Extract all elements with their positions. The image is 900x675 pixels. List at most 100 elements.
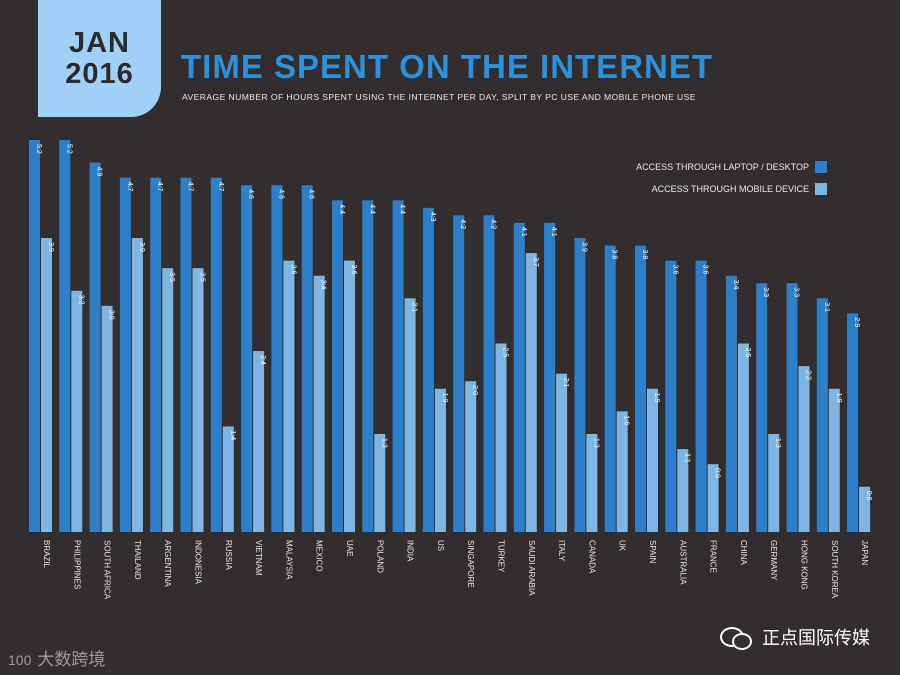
bar-pc-poland <box>362 200 374 533</box>
bar-mobile-canada <box>586 434 598 532</box>
bar-pc-russia <box>210 177 222 532</box>
chart-subtitle: AVERAGE NUMBER OF HOURS SPENT USING THE … <box>182 92 696 102</box>
bar-mobile-france <box>707 464 719 532</box>
label-mobile-indonesia: 3:5 <box>199 272 206 282</box>
bar-mobile-indonesia <box>192 268 204 532</box>
bar-pc-germany <box>756 283 768 532</box>
label-pc-uae: 4:4 <box>338 204 345 214</box>
category-label-uae: UAE <box>345 540 354 556</box>
bar-pc-malaysia <box>271 185 283 532</box>
label-pc-vietnam: 4:6 <box>247 189 254 199</box>
bar-mobile-japan <box>859 486 871 532</box>
label-pc-germany: 3:3 <box>762 287 769 297</box>
legend-label-mobile: ACCESS THROUGH MOBILE DEVICE <box>651 184 809 194</box>
label-pc-hong-kong: 3:3 <box>793 287 800 297</box>
bar-mobile-germany <box>768 434 780 532</box>
bar-pc-indonesia <box>180 177 192 532</box>
label-mobile-malaysia: 3:6 <box>289 265 296 275</box>
bar-pc-philippines <box>59 140 71 532</box>
label-pc-thailand: 4:7 <box>126 182 133 192</box>
category-label-canada: CANADA <box>587 540 596 574</box>
category-label-france: FRANCE <box>709 540 718 573</box>
bar-mobile-india <box>404 298 416 532</box>
category-label-vietnam: VIETNAM <box>254 540 263 576</box>
bar-pc-saudi-arabia <box>513 222 525 532</box>
category-label-australia: AUSTRALIA <box>678 540 687 585</box>
label-mobile-south-africa: 3:0 <box>108 310 115 320</box>
bar-pc-thailand <box>119 177 131 532</box>
label-mobile-poland: 1:3 <box>380 438 387 448</box>
bar-pc-brazil <box>29 140 40 532</box>
label-pc-brazil: 5:2 <box>35 144 42 154</box>
category-label-saudi-arabia: SAUDI ARABIA <box>527 540 536 596</box>
category-label-philippines: PHILIPPINES <box>72 540 81 589</box>
label-pc-japan: 2:9 <box>853 317 860 327</box>
bar-mobile-philippines <box>71 290 83 532</box>
category-label-japan: JAPAN <box>860 540 869 565</box>
label-mobile-spain: 1:9 <box>653 393 660 403</box>
label-pc-argentina: 4:7 <box>156 182 163 192</box>
bar-pc-singapore <box>453 215 465 532</box>
legend-label-pc: ACCESS THROUGH LAPTOP / DESKTOP <box>636 162 809 172</box>
category-label-indonesia: INDONESIA <box>194 540 203 585</box>
bar-mobile-argentina <box>162 268 174 532</box>
label-pc-us: 4:3 <box>429 212 436 222</box>
category-label-brazil: BRAZIL <box>42 540 51 569</box>
label-mobile-uk: 1:6 <box>623 415 630 425</box>
label-mobile-vietnam: 2:4 <box>259 355 266 365</box>
bar-pc-china <box>725 275 737 532</box>
watermark-text-left: 大数跨境 <box>37 650 106 669</box>
badge-month: JAN <box>68 26 130 59</box>
bar-mobile-china <box>737 343 749 532</box>
bar-mobile-south-africa <box>101 305 113 532</box>
label-pc-poland: 4:4 <box>368 204 375 214</box>
bar-mobile-hong-kong <box>798 366 810 532</box>
bar-mobile-turkey <box>495 343 507 532</box>
label-pc-south-korea: 3:1 <box>823 302 830 312</box>
label-mobile-canada: 1:3 <box>592 438 599 448</box>
category-label-hong-kong: HONG KONG <box>800 540 809 590</box>
category-label-mexico: MEXICO <box>315 540 324 572</box>
label-pc-turkey: 4:2 <box>490 219 497 229</box>
label-mobile-germany: 1:3 <box>774 438 781 448</box>
bar-mobile-mexico <box>313 275 325 532</box>
legend-item-pc: ACCESS THROUGH LAPTOP / DESKTOP <box>527 156 827 178</box>
label-mobile-france: 0:9 <box>714 468 721 478</box>
bar-pc-canada <box>574 238 586 532</box>
legend-item-mobile: ACCESS THROUGH MOBILE DEVICE <box>527 178 827 200</box>
category-label-china: CHINA <box>739 540 748 566</box>
label-mobile-saudi-arabia: 3:7 <box>532 257 539 267</box>
bar-pc-uae <box>332 200 343 533</box>
label-mobile-australia: 1:1 <box>683 453 690 463</box>
label-pc-china: 3:4 <box>732 280 739 290</box>
category-label-thailand: THAILAND <box>133 540 142 580</box>
category-label-russia: RUSSIA <box>224 540 233 570</box>
category-label-south-africa: SOUTH AFRICA <box>103 540 112 600</box>
bar-mobile-uae <box>344 260 355 532</box>
label-pc-south-africa: 4:9 <box>96 167 103 177</box>
legend-swatch-pc <box>815 161 827 173</box>
category-label-spain: SPAIN <box>648 540 657 564</box>
date-badge: JAN 2016 <box>38 0 161 117</box>
label-mobile-us: 1:9 <box>441 393 448 403</box>
label-mobile-china: 2:5 <box>744 348 751 358</box>
bar-pc-spain <box>635 245 646 533</box>
footer-watermark-right: 正点国际传媒 <box>720 624 870 650</box>
bar-pc-south-africa <box>89 162 101 532</box>
bar-mobile-us <box>434 388 446 532</box>
bar-pc-italy <box>544 222 556 532</box>
category-label-us: US <box>436 540 445 551</box>
bar-pc-turkey <box>483 215 495 532</box>
bar-pc-mexico <box>301 185 313 532</box>
bar-mobile-saudi-arabia <box>525 253 537 533</box>
label-mobile-hong-kong: 2:2 <box>805 370 812 380</box>
bar-pc-us <box>422 207 434 532</box>
badge-year: 2016 <box>65 57 134 90</box>
bar-pc-argentina <box>150 177 162 532</box>
label-pc-spain: 3:8 <box>641 250 648 260</box>
label-mobile-japan: 0:6 <box>865 491 872 501</box>
category-label-south-korea: SOUTH KOREA <box>830 540 839 599</box>
category-label-argentina: ARGENTINA <box>163 540 172 587</box>
label-mobile-italy: 2:1 <box>562 378 569 388</box>
label-pc-canada: 3:9 <box>580 242 587 252</box>
